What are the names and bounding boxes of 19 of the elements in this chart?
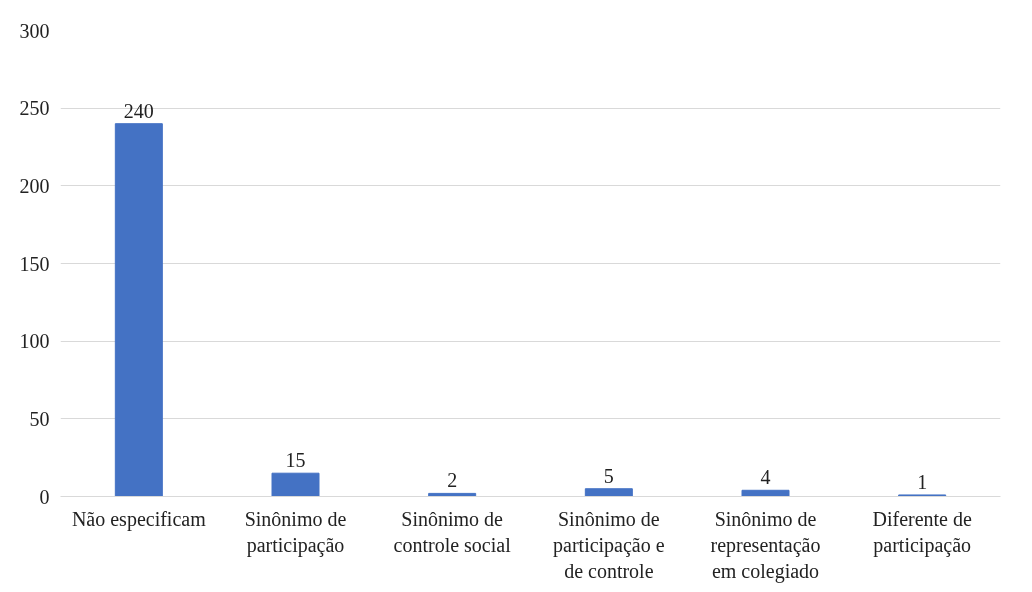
- data-label: 5: [603, 464, 614, 487]
- y-tick-label: 250: [19, 97, 50, 120]
- y-tick-label: 0: [39, 485, 50, 508]
- x-tick-label: Sinônimo de participação e de controle: [553, 507, 665, 583]
- x-tick-label: Não especificam: [71, 507, 207, 531]
- data-label: 240: [123, 99, 154, 122]
- x-tick-label: Sinônimo de representação em colegiado: [710, 507, 821, 584]
- data-label: 1: [917, 470, 928, 493]
- y-tick-label: 300: [19, 19, 50, 42]
- x-tick-label: Diferente de participação: [872, 507, 972, 557]
- y-tick-label: 200: [19, 174, 50, 197]
- data-label: 4: [760, 466, 771, 489]
- y-tick-label: 50: [29, 407, 50, 430]
- x-tick-label: Sinônimo de participação: [244, 507, 347, 557]
- data-label: 2: [447, 469, 458, 492]
- y-tick-label: 100: [19, 330, 50, 353]
- y-tick-label: 150: [19, 252, 50, 275]
- x-tick-label: Sinônimo de controle social: [393, 507, 512, 556]
- data-label: 15: [285, 449, 306, 472]
